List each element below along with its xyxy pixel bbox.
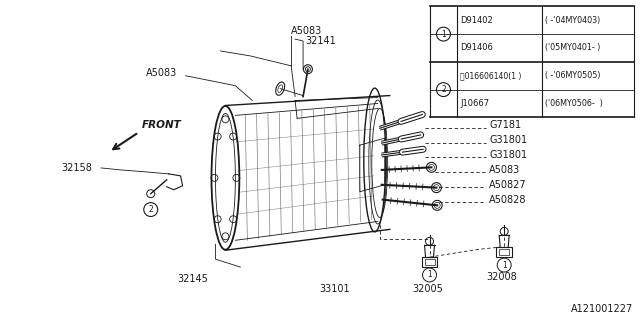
- Text: A121001227: A121001227: [572, 304, 634, 314]
- Text: 32145: 32145: [177, 274, 208, 284]
- Text: G31801: G31801: [489, 135, 527, 145]
- Text: A5083: A5083: [291, 26, 323, 36]
- Text: 2: 2: [441, 85, 446, 94]
- Text: A50827: A50827: [489, 180, 527, 190]
- Text: J10667: J10667: [460, 99, 490, 108]
- Text: G31801: G31801: [489, 150, 527, 160]
- Text: D91406: D91406: [460, 44, 493, 52]
- Text: 33101: 33101: [319, 284, 350, 294]
- Text: D91402: D91402: [460, 16, 493, 25]
- Text: 32005: 32005: [412, 284, 443, 294]
- Text: 32008: 32008: [486, 272, 516, 282]
- Text: ('06MY0506-  ): ('06MY0506- ): [545, 99, 603, 108]
- Text: G7181: G7181: [489, 120, 522, 130]
- Text: 32158: 32158: [61, 163, 92, 173]
- Text: A5083: A5083: [146, 68, 177, 78]
- Text: 2: 2: [148, 205, 153, 214]
- Text: FRONT: FRONT: [142, 120, 182, 130]
- Text: Ⓑ016606140(1 ): Ⓑ016606140(1 ): [460, 71, 522, 80]
- Text: ( -'06MY0505): ( -'06MY0505): [545, 71, 600, 80]
- Text: 1: 1: [502, 260, 507, 269]
- Text: ('05MY0401- ): ('05MY0401- ): [545, 44, 600, 52]
- Text: ( -'04MY0403): ( -'04MY0403): [545, 16, 600, 25]
- Text: A5083: A5083: [489, 165, 520, 175]
- Text: 32141: 32141: [305, 36, 336, 46]
- Text: 1: 1: [441, 30, 446, 39]
- Text: 1: 1: [427, 270, 432, 279]
- Text: A50828: A50828: [489, 195, 527, 205]
